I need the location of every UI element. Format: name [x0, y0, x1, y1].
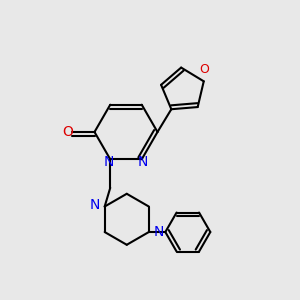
- Text: N: N: [138, 155, 148, 169]
- Text: N: N: [103, 155, 114, 169]
- Text: O: O: [199, 63, 209, 76]
- Text: O: O: [62, 125, 73, 139]
- Text: N: N: [90, 198, 100, 212]
- Text: N: N: [153, 225, 164, 239]
